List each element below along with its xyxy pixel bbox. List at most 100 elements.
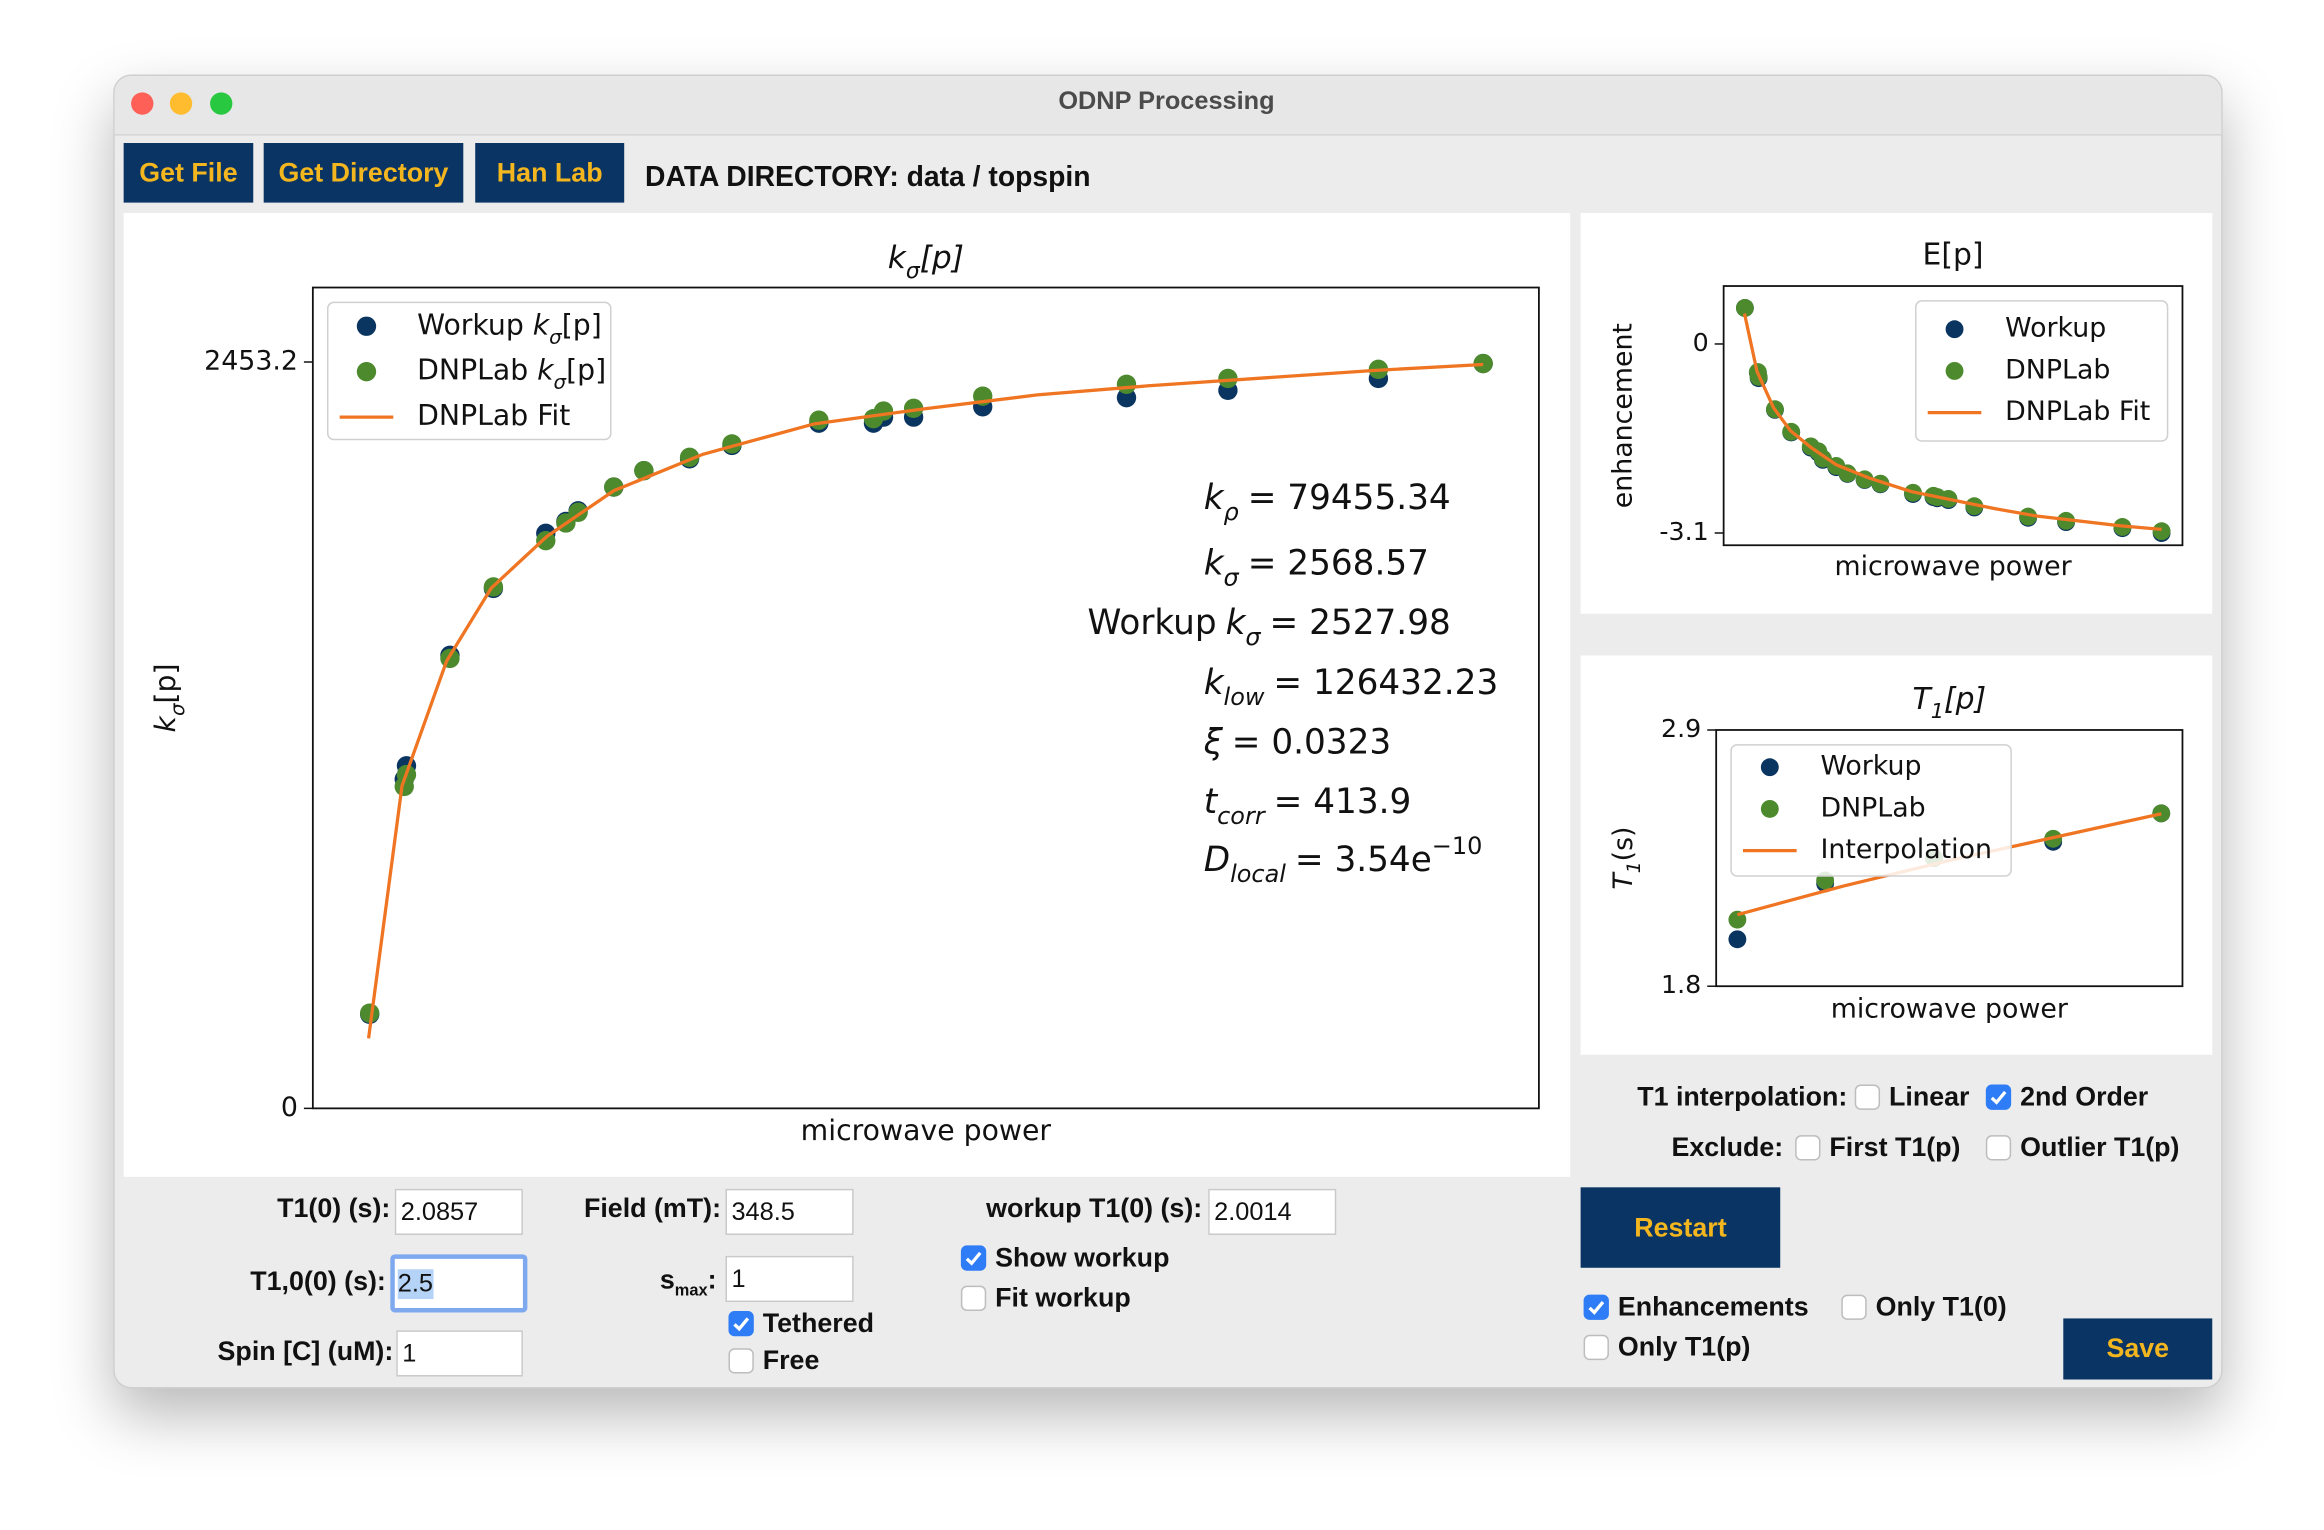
legend-label: DNPLab (1820, 792, 1925, 823)
text-part: DNPLab (417, 354, 528, 387)
checkbox[interactable] (728, 1348, 754, 1374)
checkbox[interactable] (1795, 1135, 1821, 1161)
checkbox[interactable] (1985, 1084, 2012, 1110)
input-value: 2.0014 (1214, 1197, 1292, 1226)
fit-line (366, 362, 1484, 1039)
data-point (1116, 387, 1137, 408)
check-path (1588, 1300, 1605, 1315)
legend-label: DNPLab Fit (2005, 396, 2150, 427)
checkbox-row: 2nd Order (1985, 1081, 2149, 1113)
y-tick-label: -3.1 (1659, 516, 1708, 546)
data-point (903, 398, 924, 418)
check-path (965, 1251, 982, 1266)
data-point (1473, 353, 1493, 374)
input-value: 1 (731, 1264, 746, 1293)
field-label: Field (mT): (583, 1193, 722, 1224)
text-input[interactable]: 1 (396, 1330, 523, 1377)
legend-label: Workup (1820, 751, 1921, 782)
y-tick-label: 2453.2 (204, 345, 298, 376)
text-part: σ (549, 325, 563, 348)
chart: T1[p]microwave powerT1(s)1.82.9WorkupDNP… (1607, 682, 2184, 1025)
input-value: 2.0857 (400, 1197, 479, 1226)
legend-box (1730, 744, 2012, 877)
text-input[interactable]: 348.5 (725, 1188, 854, 1235)
check-mark (1990, 1090, 2007, 1105)
text-part: max (674, 1282, 708, 1300)
x-axis-label: microwave power (801, 1114, 1052, 1147)
button[interactable]: Han Lab (475, 143, 625, 203)
legend-swatch (1760, 799, 1779, 818)
text-part: [p] (920, 240, 964, 276)
text-part: ρ (1224, 498, 1239, 526)
text-input[interactable]: 1 (725, 1255, 854, 1303)
checkbox-label: 2nd Order (2020, 1081, 2149, 1112)
data-point (1728, 910, 1747, 929)
text-part: (s) (1607, 826, 1638, 861)
legend-box (1915, 300, 2169, 442)
input-value: 348.5 (731, 1197, 795, 1226)
checkbox-row: Free (728, 1345, 819, 1376)
field-label: Spin [C] (uM): (217, 1336, 394, 1367)
text-part: corr (1217, 802, 1267, 830)
data-point (1728, 930, 1747, 949)
y-axis-label: T1(s) (1607, 826, 1645, 889)
text-part: T (1913, 682, 1934, 717)
minimize-button[interactable] (169, 92, 193, 115)
checkbox-row: Linear (1854, 1082, 1969, 1113)
restart-button[interactable]: Restart (1580, 1187, 1781, 1268)
data-point (1735, 299, 1754, 317)
checkbox[interactable] (960, 1245, 987, 1271)
checkbox-label: Outlier T1(p) (2020, 1132, 2180, 1162)
text-part: ξ (1203, 722, 1224, 762)
legend-label: Workup (2005, 313, 2106, 344)
data-point (1218, 368, 1238, 389)
legend-label: DNPLab Fit (417, 399, 570, 432)
input-value: 1 (402, 1338, 417, 1367)
button[interactable]: Get File (123, 143, 254, 203)
window-title: ODNP Processing (1058, 86, 1275, 115)
annotation: ξ = 0.0323 (1203, 722, 1391, 762)
field-label: smax: (0, 1265, 717, 1300)
text-input[interactable]: 2.0014 (1208, 1188, 1337, 1235)
field-label: workup T1(0) (s): (986, 1193, 1203, 1224)
text-part: D (1204, 840, 1230, 880)
text-part: = 413.9 (1274, 781, 1412, 821)
text-part: 1 (1624, 861, 1645, 873)
text-part: σ (166, 702, 189, 716)
checkbox[interactable] (728, 1310, 754, 1337)
check-mark (965, 1251, 982, 1266)
zoom-button[interactable] (210, 92, 233, 115)
checkbox[interactable] (1854, 1084, 1881, 1110)
text-part: Workup (417, 308, 524, 341)
checkbox-row: Enhancements (1583, 1292, 1809, 1323)
checkbox[interactable] (1583, 1334, 1609, 1361)
chart-title: T1[p] (1913, 682, 1987, 724)
text-part: s (659, 1264, 675, 1295)
text-part: k (1204, 662, 1225, 702)
close-button[interactable] (131, 92, 154, 115)
checkbox-row: Only T1(p) (1583, 1332, 1750, 1363)
chart-title: E[p] (1923, 238, 1984, 273)
title-bar (114, 75, 2222, 136)
data-point (360, 1003, 380, 1023)
annotation: tcorr = 413.9 (1204, 781, 1412, 830)
plot-frame (1715, 729, 2184, 988)
checkbox-row: Fit workup (960, 1283, 1131, 1314)
chart-panel: T1[p] microwave power T1(s) 1.8 2.9 Workup DNP… (1580, 655, 2213, 1055)
legend-label: Interpolation (1820, 834, 1992, 865)
chart-panel: kσ[p] microwave power kσ[p] 0 2453.2 Workup kσ… (123, 213, 1571, 1177)
legend-swatch (1760, 758, 1779, 777)
text-input[interactable]: 2.0857 (394, 1188, 523, 1235)
checkbox[interactable] (1841, 1294, 1867, 1320)
checkbox[interactable] (1583, 1294, 1609, 1320)
y-axis-label: kσ[p] (149, 663, 189, 732)
button[interactable]: Get Directory (263, 143, 464, 203)
check-mark (1588, 1300, 1605, 1315)
checkbox[interactable] (960, 1285, 987, 1311)
data-point (1965, 497, 1984, 516)
checkbox[interactable] (1985, 1135, 2012, 1161)
save-button[interactable]: Save (2063, 1318, 2213, 1380)
text-input[interactable]: 2.5 (390, 1254, 528, 1313)
